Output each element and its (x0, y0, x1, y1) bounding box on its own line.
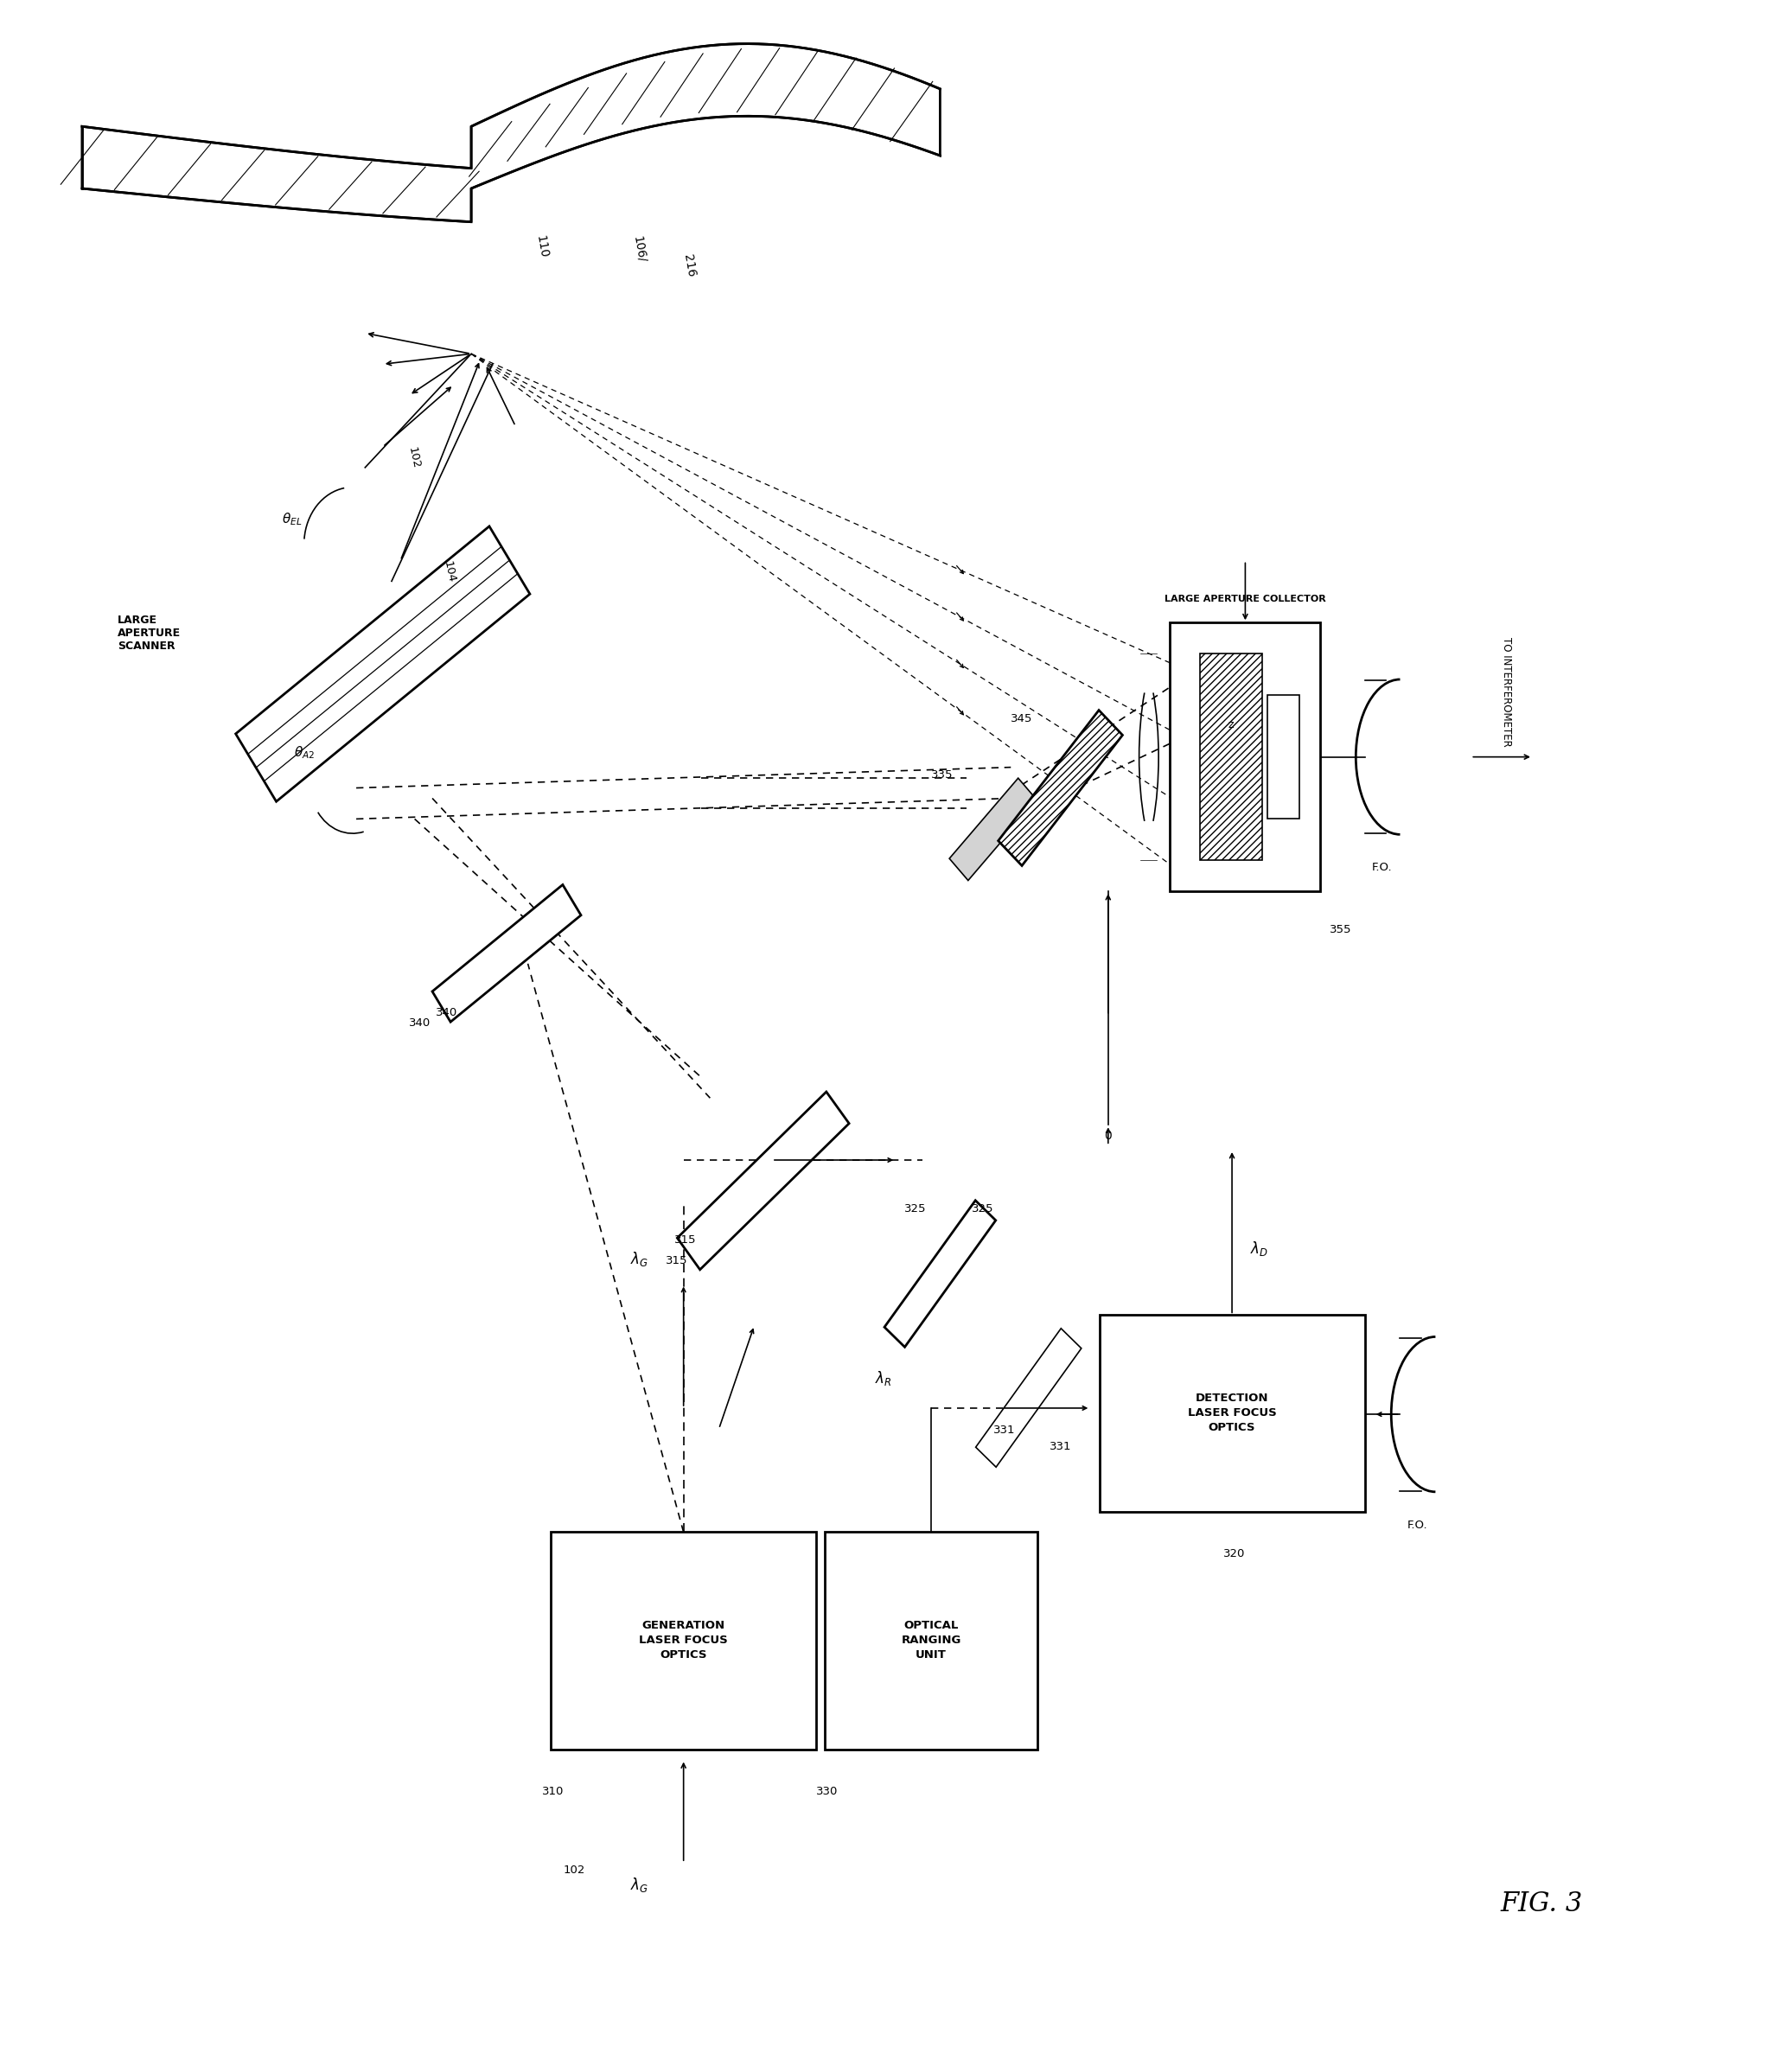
Polygon shape (236, 526, 530, 802)
Text: z: z (1228, 719, 1235, 731)
Text: LARGE
APERTURE
SCANNER: LARGE APERTURE SCANNER (117, 613, 181, 651)
Text: 340: 340 (436, 1007, 458, 1017)
Text: 335: 335 (931, 769, 953, 781)
Text: 355: 355 (1329, 924, 1352, 934)
Bar (1171, 622, 1320, 891)
Text: 310: 310 (543, 1786, 564, 1796)
Text: $\lambda_R$: $\lambda_R$ (875, 1370, 892, 1388)
Text: DETECTION
LASER FOCUS
OPTICS: DETECTION LASER FOCUS OPTICS (1187, 1392, 1277, 1434)
Text: FIG. 3: FIG. 3 (1501, 1892, 1582, 1917)
Text: LARGE APERTURE COLLECTOR: LARGE APERTURE COLLECTOR (1164, 595, 1325, 603)
Bar (552, 1531, 816, 1749)
Text: 331: 331 (993, 1423, 1015, 1436)
Bar (1201, 653, 1261, 860)
Polygon shape (976, 1328, 1082, 1467)
Text: 325: 325 (972, 1204, 993, 1214)
Text: 110: 110 (534, 234, 550, 259)
Polygon shape (678, 1092, 850, 1270)
Text: 331: 331 (1050, 1440, 1071, 1452)
Text: $\theta_{EL}$: $\theta_{EL}$ (282, 512, 302, 528)
Polygon shape (949, 779, 1038, 881)
Text: 106/: 106/ (632, 234, 648, 263)
Polygon shape (885, 1200, 995, 1347)
Polygon shape (433, 885, 580, 1021)
Text: 320: 320 (1222, 1548, 1245, 1560)
Text: 315: 315 (665, 1256, 688, 1266)
Text: 345: 345 (1011, 713, 1032, 725)
Text: $\lambda_G$: $\lambda_G$ (630, 1249, 649, 1268)
Text: 315: 315 (674, 1235, 697, 1245)
Bar (1267, 694, 1299, 818)
Text: F.O.: F.O. (1407, 1519, 1428, 1531)
Text: OPTICAL
RANGING
UNIT: OPTICAL RANGING UNIT (901, 1620, 962, 1662)
Text: 216: 216 (681, 253, 697, 278)
Text: F.O.: F.O. (1371, 862, 1393, 872)
Text: 102: 102 (406, 445, 422, 470)
Text: 340: 340 (410, 1017, 431, 1028)
Bar (825, 1531, 1038, 1749)
Text: 330: 330 (816, 1786, 837, 1796)
Text: $\lambda_D$: $\lambda_D$ (1249, 1239, 1268, 1258)
Text: 325: 325 (905, 1204, 926, 1214)
Text: TO INTERFEROMETER: TO INTERFEROMETER (1501, 636, 1511, 746)
Text: 0: 0 (1105, 1129, 1112, 1142)
Text: $\lambda_G$: $\lambda_G$ (630, 1875, 649, 1894)
Polygon shape (999, 711, 1123, 866)
Text: 102: 102 (562, 1865, 585, 1875)
Polygon shape (82, 44, 940, 222)
Bar (1100, 1316, 1364, 1510)
Text: $\theta_{A2}$: $\theta_{A2}$ (294, 744, 316, 760)
Text: GENERATION
LASER FOCUS
OPTICS: GENERATION LASER FOCUS OPTICS (639, 1620, 727, 1662)
Text: 104: 104 (442, 559, 456, 584)
